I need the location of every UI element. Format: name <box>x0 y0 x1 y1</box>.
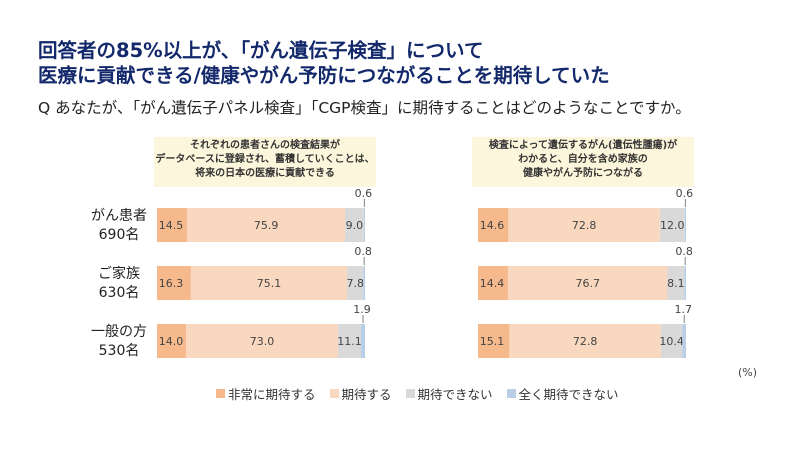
left-chart-title-line-2: データベースに登録され、蓄積していくことは、 <box>155 154 375 165</box>
left-bar-row3-seg4 <box>361 324 365 358</box>
left-bar-row2-seg4 <box>363 266 365 300</box>
right-bar-row2-seg4 <box>684 266 686 300</box>
left-bar-row2-seg3 <box>347 266 364 300</box>
left-bar-row3-seg3 <box>337 324 362 358</box>
right-bar-row2-seg3 <box>667 266 685 300</box>
right-bar-row3-seg3 <box>660 324 683 358</box>
left-data-label-row1-seg3: 9.0 <box>346 219 364 232</box>
legend-swatch <box>405 389 415 398</box>
left-bar-row1-seg4 <box>363 208 365 242</box>
group-count: 530名 <box>98 343 140 359</box>
right-data-label-row1-seg3: 12.0 <box>660 219 685 232</box>
right-bar-row1-seg3 <box>659 208 685 242</box>
right-data-label-row1-seg4: 0.6 <box>676 187 694 200</box>
right-chart-title-line-1: 検査によって遺伝するがん(遺伝性腫瘍)が <box>488 140 678 151</box>
group-name: 一般の方 <box>91 324 147 340</box>
legend-item-expect: 期待する <box>329 384 392 403</box>
group-count: 690名 <box>98 227 140 243</box>
chart-legend: 非常に期待する 期待する 期待できない 全く期待できない <box>216 384 633 403</box>
left-data-label-row1-seg2: 75.9 <box>254 219 279 232</box>
left-bar-row2-seg1 <box>157 266 191 300</box>
left-bar-row3-seg1 <box>157 324 187 358</box>
legend-item-not-at-all: 全く期待できない <box>506 384 619 403</box>
right-bar-row3-seg2 <box>509 324 661 358</box>
right-bar-row3-seg1 <box>478 324 510 358</box>
right-chart-title: 検査によって遺伝するがん(遺伝性腫瘍)が わかると、自分を含め家族の 健康やがん… <box>472 137 694 187</box>
left-bar-row3-seg2 <box>186 324 338 358</box>
left-data-label-row2-seg1: 16.3 <box>159 277 184 290</box>
right-data-label-row1-seg1: 14.6 <box>480 219 505 232</box>
left-chart-title-line-3: 将来の日本の医療に貢献できる <box>195 168 335 179</box>
left-bar-row2-seg2 <box>190 266 348 300</box>
right-bar-row1-seg1 <box>478 208 509 242</box>
left-bar-row1-seg2 <box>187 208 346 242</box>
left-data-label-row2-seg2: 75.1 <box>257 277 282 290</box>
right-bar-row1-seg2 <box>508 208 660 242</box>
right-data-label-row3-seg3: 10.4 <box>659 335 684 348</box>
legend-label: 非常に期待する <box>228 387 316 402</box>
page-title: 回答者の85%以上が、「がん遺伝子検査」について 医療に貢献できる/健康やがん予… <box>38 38 610 88</box>
right-data-label-row2-seg2: 76.7 <box>575 277 600 290</box>
group-label-patients: がん患者 690名 <box>74 207 164 245</box>
title-line-2: 医療に貢献できる/健康やがん予防につながることを期待していた <box>38 64 610 87</box>
right-chart-title-line-3: 健康やがん予防につながる <box>523 168 643 179</box>
legend-label: 全く期待できない <box>518 387 619 402</box>
right-bar-row1-seg4 <box>684 208 686 242</box>
left-bar-row1-seg1 <box>157 208 188 242</box>
legend-item-not-expect: 期待できない <box>405 384 493 403</box>
question-text: Q あなたが、「がん遺伝子パネル検査」「CGP検査」に期待することはどのようなこ… <box>38 99 691 117</box>
right-bar-row3-seg4 <box>682 324 686 358</box>
unit-label: (%) <box>738 366 758 379</box>
title-line-1: 回答者の85%以上が、「がん遺伝子検査」について <box>38 39 484 62</box>
legend-swatch <box>506 389 516 398</box>
left-data-label-row3-seg2: 73.0 <box>250 335 275 348</box>
left-data-label-row1-seg1: 14.5 <box>159 219 184 232</box>
right-bar-row2-seg2 <box>507 266 668 300</box>
left-data-label-row3-seg1: 14.0 <box>159 335 184 348</box>
legend-label: 期待する <box>341 387 392 402</box>
group-count: 630名 <box>98 285 140 301</box>
right-data-label-row2-seg3: 8.1 <box>667 277 685 290</box>
right-bar-row2-seg1 <box>478 266 508 300</box>
legend-label: 期待できない <box>417 387 493 402</box>
right-data-label-row3-seg2: 72.8 <box>573 335 598 348</box>
legend-item-very-expect: 非常に期待する <box>216 384 316 403</box>
left-data-label-row2-seg4: 0.8 <box>354 245 372 258</box>
group-name: ご家族 <box>98 266 140 282</box>
left-data-label-row3-seg4: 1.9 <box>353 303 371 316</box>
right-chart-title-line-2: わかると、自分を含め家族の <box>518 154 648 165</box>
group-name: がん患者 <box>91 208 147 224</box>
group-label-family: ご家族 630名 <box>74 265 164 303</box>
right-data-label-row2-seg1: 14.4 <box>480 277 505 290</box>
left-data-label-row1-seg4: 0.6 <box>355 187 373 200</box>
group-label-general: 一般の方 530名 <box>74 323 164 361</box>
left-data-label-row3-seg3: 11.1 <box>337 335 362 348</box>
legend-swatch <box>216 389 225 398</box>
right-data-label-row1-seg2: 72.8 <box>572 219 597 232</box>
left-data-label-row2-seg3: 7.8 <box>346 277 364 290</box>
left-chart-title-line-1: それぞれの患者さんの検査結果が <box>190 140 340 151</box>
left-chart-title: それぞれの患者さんの検査結果が データベースに登録され、蓄積していくことは、 将… <box>154 137 376 187</box>
right-data-label-row3-seg4: 1.7 <box>674 303 692 316</box>
right-data-label-row2-seg4: 0.8 <box>675 245 693 258</box>
left-bar-row1-seg3 <box>345 208 364 242</box>
right-data-label-row3-seg1: 15.1 <box>480 335 505 348</box>
legend-swatch <box>329 389 339 398</box>
